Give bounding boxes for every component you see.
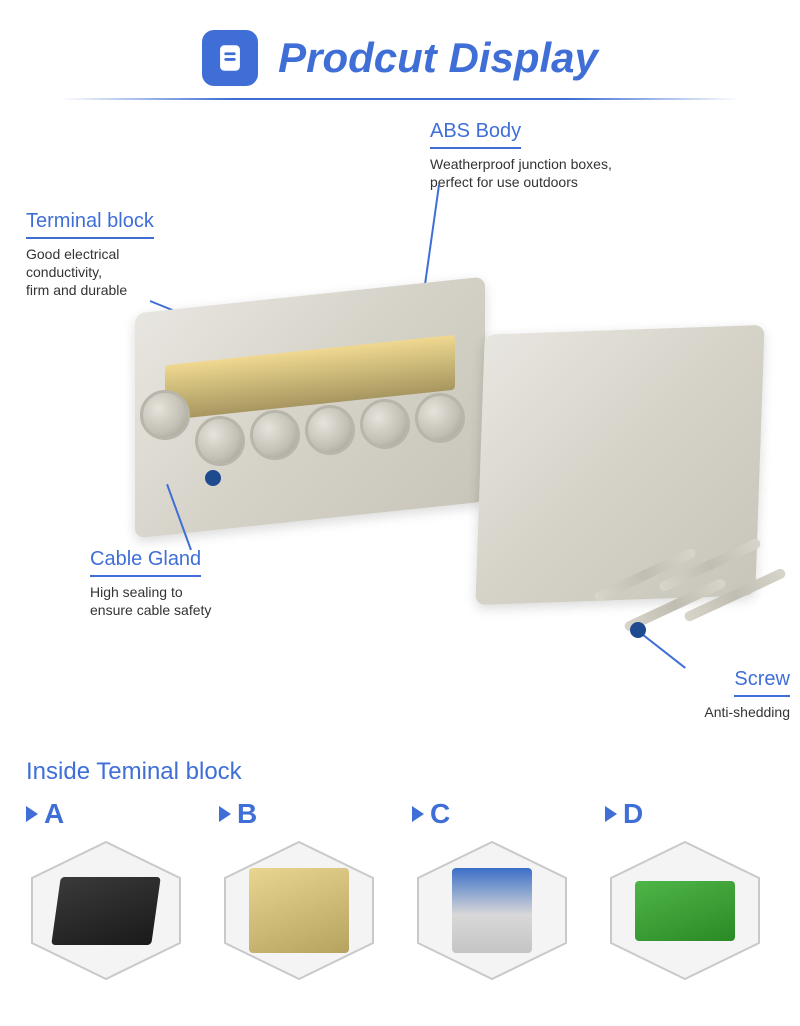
variant-row: A B C D	[0, 786, 800, 983]
variant-thumb	[249, 868, 349, 953]
document-icon	[202, 30, 258, 86]
product-cable-gland	[360, 399, 410, 449]
section-title: Inside Teminal block	[26, 758, 800, 786]
callout-line	[424, 185, 440, 284]
callout-abs-body: ABS Body Weatherproof junction boxes, pe…	[430, 120, 690, 191]
variant-label: A	[26, 798, 195, 830]
callout-title: Cable Gland	[90, 548, 201, 577]
variant-hexagon	[26, 838, 186, 983]
callout-terminal-block: Terminal block Good electrical conductiv…	[26, 210, 206, 300]
product-cable-gland	[140, 390, 190, 440]
product-terminal-strip	[165, 335, 455, 420]
variant-label: B	[219, 798, 388, 830]
variant-letter: B	[237, 798, 257, 830]
callout-desc: Weatherproof junction boxes, perfect for…	[430, 155, 690, 191]
variant-hexagon	[605, 838, 765, 983]
callout-title: Terminal block	[26, 210, 154, 239]
callout-desc: Anti-shedding	[640, 703, 790, 721]
triangle-icon	[412, 806, 424, 822]
variant-thumb	[635, 881, 735, 941]
page-title: Prodcut Display	[278, 34, 598, 82]
callout-line	[637, 630, 686, 669]
variant-label: C	[412, 798, 581, 830]
callout-dot	[205, 470, 221, 486]
variant-thumb	[452, 868, 532, 953]
triangle-icon	[219, 806, 231, 822]
variant-thumb	[51, 877, 161, 945]
variant-d: D	[605, 798, 774, 983]
variant-letter: A	[44, 798, 64, 830]
variant-c: C	[412, 798, 581, 983]
triangle-icon	[26, 806, 38, 822]
callout-cable-gland: Cable Gland High sealing to ensure cable…	[90, 548, 290, 619]
callout-title: Screw	[734, 668, 790, 697]
product-cable-gland	[250, 410, 300, 460]
callout-dot	[630, 622, 646, 638]
variant-hexagon	[412, 838, 572, 983]
variant-hexagon	[219, 838, 379, 983]
variant-a: A	[26, 798, 195, 983]
product-cable-gland	[195, 416, 245, 466]
product-diagram: ABS Body Weatherproof junction boxes, pe…	[0, 100, 800, 750]
callout-desc: High sealing to ensure cable safety	[90, 583, 290, 619]
triangle-icon	[605, 806, 617, 822]
callout-screw: Screw Anti-shedding	[640, 668, 790, 721]
header: Prodcut Display	[0, 0, 800, 98]
product-cable-gland	[415, 393, 465, 443]
variant-letter: C	[430, 798, 450, 830]
variant-b: B	[219, 798, 388, 983]
callout-desc: Good electrical conductivity, firm and d…	[26, 245, 206, 300]
variant-letter: D	[623, 798, 643, 830]
variant-label: D	[605, 798, 774, 830]
product-cable-gland	[305, 405, 355, 455]
callout-title: ABS Body	[430, 120, 521, 149]
